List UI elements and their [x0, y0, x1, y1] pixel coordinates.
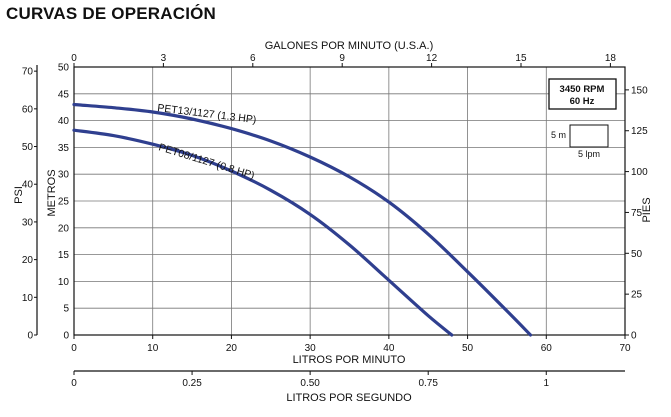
right-tick-label: 125 — [631, 126, 648, 137]
hz-label: 60 Hz — [570, 96, 595, 107]
lps-tick-label: 0.25 — [182, 378, 202, 389]
psi-tick-label: 10 — [22, 293, 34, 304]
x-tick-label: 0 — [71, 343, 77, 354]
psi-tick-label: 20 — [22, 255, 34, 266]
psi-axis-label: PSI — [13, 186, 25, 204]
top-tick-label: 0 — [71, 53, 77, 64]
psi-tick-label: 0 — [27, 331, 33, 342]
y-tick-label: 20 — [58, 223, 70, 234]
y-tick-label: 45 — [58, 89, 70, 100]
y-axis-label: METROS — [46, 169, 58, 216]
y-tick-label: 5 — [63, 304, 69, 315]
right-tick-label: 0 — [631, 331, 637, 342]
x-tick-label: 10 — [147, 343, 159, 354]
y-tick-label: 50 — [58, 63, 70, 74]
y-tick-label: 15 — [58, 250, 70, 261]
right-tick-label: 50 — [631, 249, 643, 260]
y-tick-label: 30 — [58, 170, 70, 181]
series-line-2 — [72, 128, 454, 337]
psi-tick-label: 70 — [22, 67, 34, 78]
scale-flow-label: 5 lpm — [578, 149, 600, 159]
right-axis-label: PIES — [641, 197, 653, 222]
axis-labels: GALONES POR MINUTO (U.S.A.) LITROS POR M… — [13, 40, 653, 404]
top-tick-label: 6 — [250, 53, 256, 64]
psi-tick-label: 40 — [22, 180, 34, 191]
top-axis-label: GALONES POR MINUTO (U.S.A.) — [265, 40, 434, 52]
right-tick-label: 25 — [631, 290, 643, 301]
y-tick-label: 10 — [58, 277, 70, 288]
series-line-1 — [72, 102, 533, 337]
x-tick-label: 30 — [305, 343, 317, 354]
lps-tick-label: 0 — [71, 378, 77, 389]
y-tick-label: 35 — [58, 143, 70, 154]
lps-tick-label: 0.50 — [300, 378, 320, 389]
y-tick-label: 25 — [58, 197, 70, 208]
psi-tick-label: 50 — [22, 142, 34, 153]
top-tick-label: 15 — [515, 53, 527, 64]
lps-tick-label: 0.75 — [418, 378, 438, 389]
top-tick-label: 9 — [339, 53, 345, 64]
scale-box-frame — [569, 124, 609, 148]
psi-tick-label: 60 — [22, 104, 34, 115]
right-tick-label: 75 — [631, 208, 643, 219]
x-axis-label: LITROS POR MINUTO — [293, 354, 406, 366]
plot-frame — [73, 66, 626, 336]
lps-tick-label: 1 — [543, 378, 549, 389]
right-tick-label: 150 — [631, 85, 648, 96]
page-title: CURVAS DE OPERACIÓN — [6, 4, 217, 23]
bottom-axis-2-label: LITROS POR SEGUNDO — [286, 392, 412, 404]
rpm-label: 3450 RPM — [560, 84, 605, 95]
top-tick-label: 12 — [426, 53, 438, 64]
rpm-box-frame — [548, 78, 617, 110]
rpm-box: 3450 RPM 60 Hz — [548, 78, 617, 110]
scale-box: 5 m 5 lpm — [551, 124, 609, 159]
scale-height-label: 5 m — [551, 130, 566, 140]
series: PET13/1127 (1.3 HP)PET08/1127 (0.8 HP) — [72, 102, 533, 337]
x-tick-label: 70 — [619, 343, 631, 354]
x-tick-label: 60 — [541, 343, 553, 354]
y-tick-label: 40 — [58, 116, 70, 127]
x-tick-label: 40 — [383, 343, 395, 354]
right-tick-label: 100 — [631, 167, 648, 178]
top-tick-label: 3 — [161, 53, 167, 64]
top-tick-label: 18 — [605, 53, 617, 64]
x-tick-label: 20 — [226, 343, 238, 354]
x-tick-label: 50 — [462, 343, 474, 354]
psi-tick-label: 30 — [22, 217, 34, 228]
y-tick-label: 0 — [63, 331, 69, 342]
